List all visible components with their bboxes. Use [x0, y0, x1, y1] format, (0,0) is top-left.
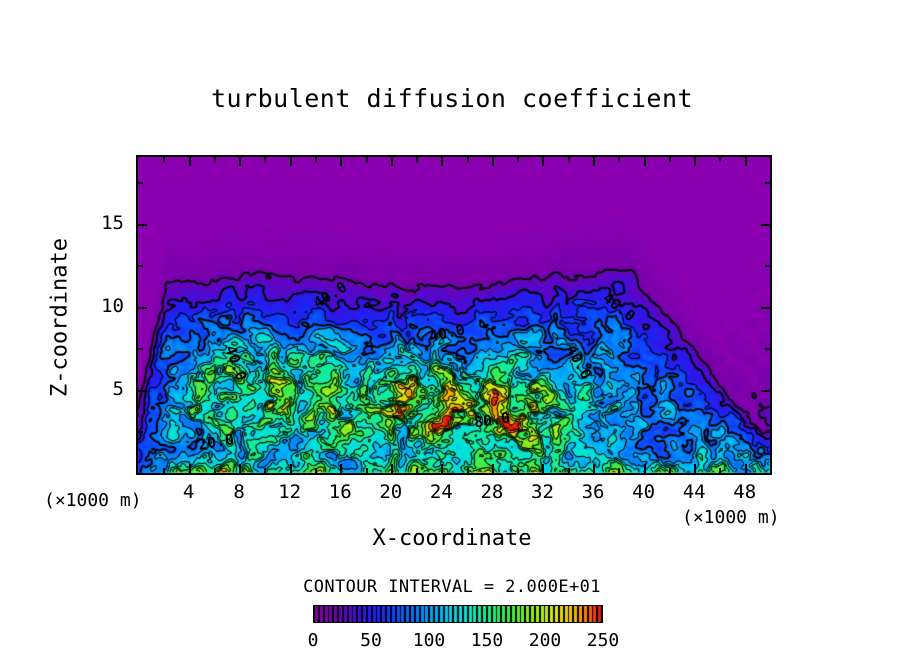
- x-minor-tick: [264, 468, 266, 473]
- x-minor-tick-top: [719, 157, 721, 162]
- y-minor-tick: [138, 182, 143, 184]
- turbulence-field: [138, 157, 770, 473]
- x-tick-label: 8: [233, 481, 245, 503]
- y-major-tick: [138, 307, 147, 309]
- x-minor-tick-top: [618, 157, 620, 162]
- x-tick-label: 28: [480, 481, 504, 503]
- x-minor-tick: [214, 468, 216, 473]
- colorbar-tick-label: 0: [307, 630, 319, 651]
- x-tick-label: 20: [379, 481, 403, 503]
- x-major-tick: [694, 464, 696, 473]
- x-major-tick: [391, 464, 393, 473]
- x-minor-tick-top: [264, 157, 266, 162]
- x-minor-tick: [416, 468, 418, 473]
- y-tick-label: 5: [112, 377, 124, 400]
- x-tick-label: 36: [581, 481, 605, 503]
- x-minor-tick: [517, 468, 519, 473]
- x-minor-tick-top: [669, 157, 671, 162]
- y-minor-tick: [138, 431, 143, 433]
- x-major-tick-top: [694, 157, 696, 166]
- y-major-tick: [138, 390, 147, 392]
- y-minor-tick-right: [765, 265, 770, 267]
- x-major-tick-top: [644, 157, 646, 166]
- y-minor-tick-right: [765, 348, 770, 350]
- x-major-tick: [644, 464, 646, 473]
- x-major-tick: [239, 464, 241, 473]
- x-minor-tick-top: [366, 157, 368, 162]
- contour-plot-area: 40.0 40.0 40.0 40.0 40.0 80.0 20.0: [136, 155, 772, 475]
- x-major-tick: [542, 464, 544, 473]
- x-tick-label: 16: [328, 481, 352, 503]
- x-major-tick: [340, 464, 342, 473]
- x-minor-tick: [618, 468, 620, 473]
- y-minor-tick: [138, 348, 143, 350]
- x-major-tick-top: [593, 157, 595, 166]
- x-minor-tick-top: [315, 157, 317, 162]
- x-tick-label: 44: [682, 481, 706, 503]
- page-title: turbulent diffusion coefficient: [210, 84, 694, 113]
- x-major-tick: [441, 464, 443, 473]
- x-minor-tick: [467, 468, 469, 473]
- y-tick-label: 15: [101, 211, 124, 234]
- x-tick-label: 12: [278, 481, 302, 503]
- x-minor-tick: [163, 468, 165, 473]
- x-minor-tick: [568, 468, 570, 473]
- colorbar-tick-label: 50: [360, 630, 382, 651]
- x-major-tick-top: [542, 157, 544, 166]
- x-major-tick: [745, 464, 747, 473]
- y-major-tick-right: [761, 390, 770, 392]
- y-major-tick: [138, 224, 147, 226]
- x-major-tick-top: [340, 157, 342, 166]
- x-minor-tick-top: [416, 157, 418, 162]
- x-major-tick: [492, 464, 494, 473]
- y-minor-tick-right: [765, 431, 770, 433]
- x-axis-title: X-coordinate: [372, 526, 532, 551]
- colorbar-tick-label: 250: [586, 630, 620, 651]
- x-minor-tick-top: [517, 157, 519, 162]
- x-minor-tick-top: [467, 157, 469, 162]
- x-axis-unit-label: (×1000 m): [682, 507, 780, 528]
- y-axis-unit-label: (×1000 m): [44, 490, 142, 511]
- x-major-tick: [593, 464, 595, 473]
- x-major-tick-top: [391, 157, 393, 166]
- y-minor-tick: [138, 265, 143, 267]
- colorbar-tick-label: 100: [412, 630, 446, 651]
- x-minor-tick-top: [568, 157, 570, 162]
- y-minor-tick-right: [765, 182, 770, 184]
- colorbar-tick-label: 150: [470, 630, 504, 651]
- y-axis-title: Z-coordinate: [47, 238, 73, 397]
- x-major-tick-top: [492, 157, 494, 166]
- y-major-tick-right: [761, 224, 770, 226]
- x-minor-tick: [366, 468, 368, 473]
- x-tick-label: 24: [429, 481, 453, 503]
- x-major-tick-top: [290, 157, 292, 166]
- x-tick-label: 32: [531, 481, 554, 503]
- x-tick-label: 4: [182, 481, 195, 503]
- x-minor-tick: [719, 468, 721, 473]
- y-major-tick-right: [761, 307, 770, 309]
- x-major-tick-top: [189, 157, 191, 166]
- x-minor-tick-top: [163, 157, 165, 162]
- x-minor-tick: [315, 468, 317, 473]
- x-major-tick-top: [745, 157, 747, 166]
- x-major-tick: [290, 464, 292, 473]
- x-major-tick-top: [239, 157, 241, 166]
- colorbar: [313, 605, 603, 623]
- x-minor-tick-top: [214, 157, 216, 162]
- contour-interval-caption: CONTOUR INTERVAL = 2.000E+01: [303, 577, 601, 597]
- colorbar-gradient: [314, 606, 602, 622]
- x-tick-label: 40: [632, 481, 656, 503]
- x-minor-tick: [669, 468, 671, 473]
- x-major-tick-top: [441, 157, 443, 166]
- x-tick-label: 48: [733, 481, 757, 503]
- x-major-tick: [189, 464, 191, 473]
- colorbar-tick-label: 200: [528, 630, 562, 651]
- y-tick-label: 10: [101, 294, 124, 317]
